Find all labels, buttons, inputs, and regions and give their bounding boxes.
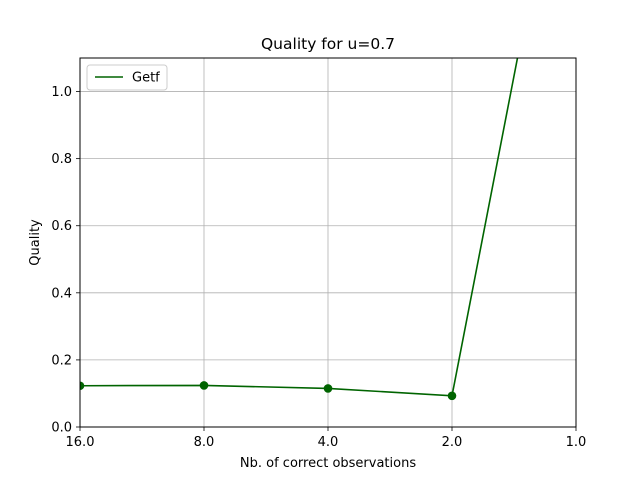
- y-tick-label: 0.6: [51, 219, 72, 234]
- y-axis: 0.0 0.2 0.4 0.6 0.8 1.0: [51, 85, 80, 436]
- chart-title: Quality for u=0.7: [261, 35, 395, 53]
- x-tick-label: 4.0: [318, 435, 339, 450]
- y-tick-label: 0.0: [51, 421, 72, 436]
- y-tick-label: 0.2: [51, 353, 72, 368]
- data-point: [323, 384, 333, 393]
- x-axis-label: Nb. of correct observations: [240, 456, 416, 471]
- y-tick-label: 0.8: [51, 152, 72, 167]
- grid: [79, 58, 577, 428]
- legend-box: [86, 64, 168, 91]
- y-tick-label: 0.4: [51, 286, 72, 301]
- x-tick-label: 2.0: [442, 435, 463, 450]
- x-tick-label: 16.0: [66, 435, 95, 450]
- y-tick-label: 1.0: [51, 85, 72, 100]
- legend: Getf: [86, 64, 168, 91]
- x-axis: 16.0 8.0 4.0 2.0 1.0: [66, 427, 587, 450]
- x-tick-label: 8.0: [194, 435, 215, 450]
- x-tick-label: 1.0: [566, 435, 587, 450]
- legend-label-getf: Getf: [132, 71, 160, 86]
- series-layer: [80, 58, 519, 401]
- data-point: [199, 381, 209, 390]
- data-point: [80, 381, 85, 391]
- y-axis-label: Quality: [28, 219, 43, 266]
- data-point: [447, 391, 457, 401]
